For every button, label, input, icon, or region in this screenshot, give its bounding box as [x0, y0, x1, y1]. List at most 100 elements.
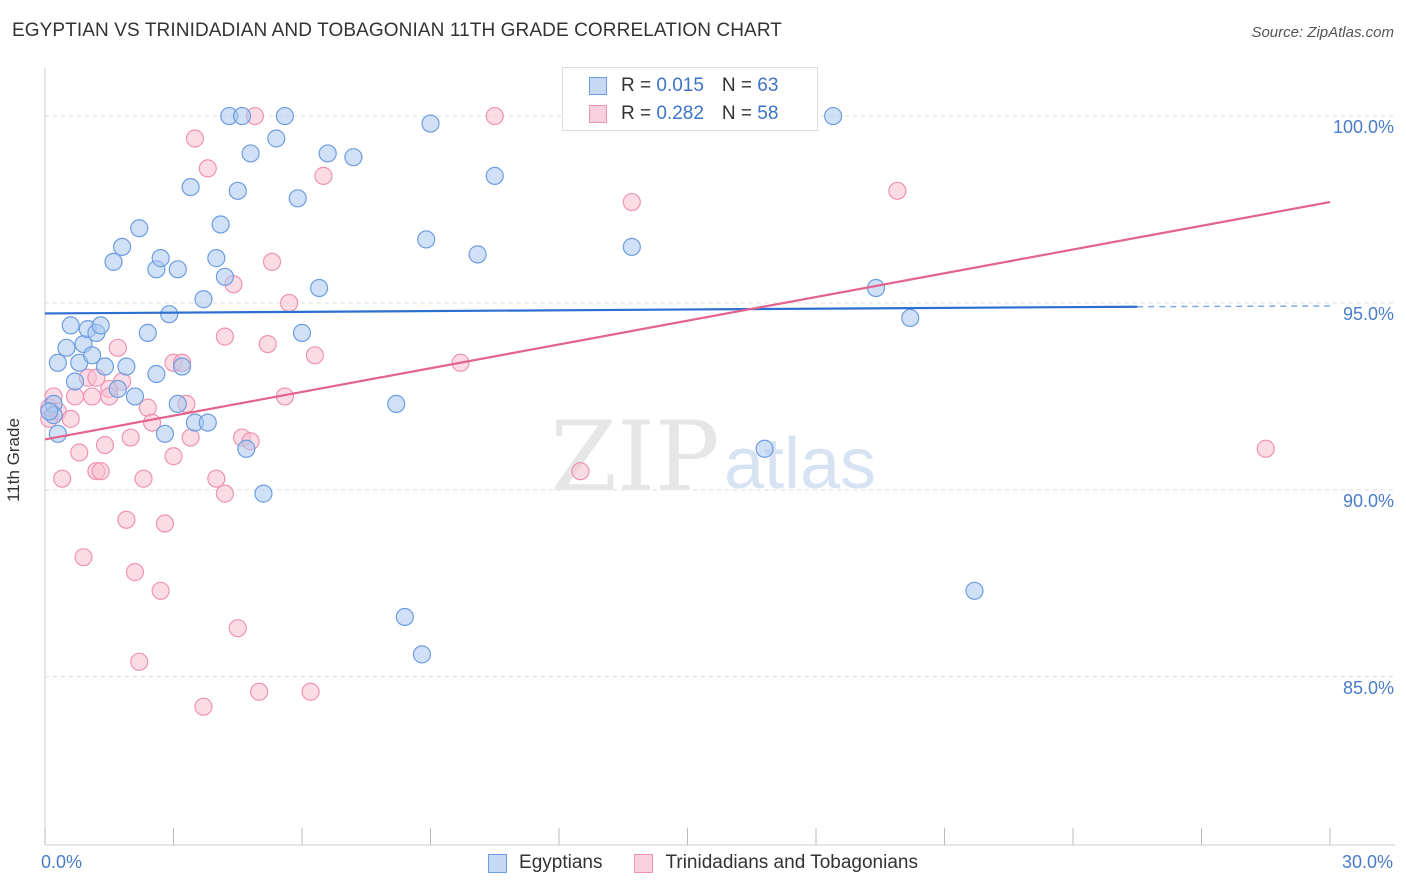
egyptians-trend-line [44, 305, 1138, 315]
data-point [130, 219, 149, 238]
data-point [254, 484, 273, 503]
data-point [125, 387, 145, 406]
data-point [314, 166, 333, 185]
legend-r-value: 0.282 [656, 103, 704, 124]
data-point [57, 338, 76, 357]
data-point [965, 581, 984, 600]
data-point [155, 514, 175, 533]
data-point [160, 305, 179, 324]
data-point [901, 308, 920, 328]
data-point [301, 682, 320, 701]
source-label: Source: ZipAtlas.com [1251, 24, 1394, 41]
data-point [485, 106, 504, 126]
data-point [117, 357, 136, 376]
legend-item-egyptians[interactable]: Egyptians [488, 852, 602, 874]
data-point [571, 462, 590, 481]
data-point [755, 439, 774, 458]
y-tick-label: 100.0% [1332, 117, 1394, 138]
watermark: ZIP atlas [550, 401, 876, 513]
trend-lines [44, 200, 1331, 441]
data-point [104, 252, 123, 271]
data-point [258, 334, 277, 354]
data-point [280, 293, 299, 313]
data-point [147, 364, 166, 384]
data-point [61, 409, 80, 428]
data-point [468, 245, 487, 264]
chart-title: EGYPTIAN VS TRINIDADIAN AND TOBAGONIAN 1… [12, 20, 783, 41]
data-point [228, 619, 247, 638]
data-point [215, 267, 234, 286]
data-point [151, 249, 170, 268]
data-point [207, 249, 226, 268]
data-point [275, 106, 294, 126]
egyptians-legend-label: Egyptians [519, 852, 603, 873]
legend-r-label: R = [621, 103, 657, 124]
data-point [237, 439, 256, 458]
data-point [117, 510, 136, 529]
data-point [48, 353, 67, 372]
data-point [228, 181, 247, 200]
data-point [185, 129, 205, 148]
data-point [417, 230, 436, 249]
legend-row-trinidadians: R = 0.282 N = 58 [563, 101, 778, 127]
data-point [622, 237, 641, 257]
axes [44, 68, 1395, 846]
legend-n-label: N = [721, 75, 758, 96]
data-point [53, 469, 72, 488]
data-point [130, 652, 149, 671]
data-point [412, 645, 432, 664]
watermark-zip: ZIP [550, 401, 719, 513]
data-point [824, 106, 843, 126]
data-point [344, 148, 363, 167]
egyptians-trend-extension [1137, 305, 1331, 308]
data-point [48, 424, 67, 443]
legend-r-value: 0.015 [656, 75, 704, 96]
data-point [232, 106, 252, 126]
data-point [288, 189, 307, 208]
data-point [267, 129, 286, 148]
watermark-atlas: atlas [724, 424, 876, 504]
data-point [168, 394, 187, 414]
data-point [211, 215, 230, 234]
data-point [108, 379, 127, 399]
data-point [194, 290, 213, 309]
data-point [151, 581, 170, 600]
data-point [318, 144, 337, 163]
data-point [91, 462, 110, 481]
legend-item-trinidadians[interactable]: Trinidadians and Tobagonians [634, 852, 918, 874]
data-point [138, 323, 157, 342]
series-legend: Egyptians Trinidadians and Tobagonians [0, 852, 1406, 874]
data-point [74, 548, 93, 567]
data-point [194, 697, 213, 716]
egyptians-swatch [589, 77, 607, 95]
data-point [65, 372, 85, 391]
y-tick-label: 85.0% [1342, 677, 1394, 698]
data-point [310, 278, 329, 298]
data-point [387, 394, 406, 414]
data-point [262, 252, 282, 271]
data-point [888, 181, 907, 200]
trinidadians-swatch [589, 105, 607, 123]
data-point [250, 682, 269, 701]
data-point [61, 316, 80, 335]
egyptians-legend-swatch [488, 853, 508, 873]
data-point [421, 114, 440, 133]
data-point [155, 424, 175, 443]
data-point [215, 484, 234, 503]
data-point [121, 428, 140, 447]
data-point [395, 607, 414, 627]
data-point [134, 469, 153, 488]
data-point [305, 346, 324, 365]
x-tick-label: 0.0% [41, 852, 83, 872]
x-tick-label: 30.0% [1341, 852, 1393, 872]
data-point [172, 357, 192, 376]
data-point [40, 402, 59, 421]
data-point [70, 443, 89, 462]
data-point [198, 413, 217, 432]
data-point [164, 447, 183, 466]
trinidadians-legend-label: Trinidadians and Tobagonians [665, 852, 918, 873]
data-point [241, 144, 260, 163]
data-point [112, 237, 132, 257]
data-point [485, 166, 504, 185]
